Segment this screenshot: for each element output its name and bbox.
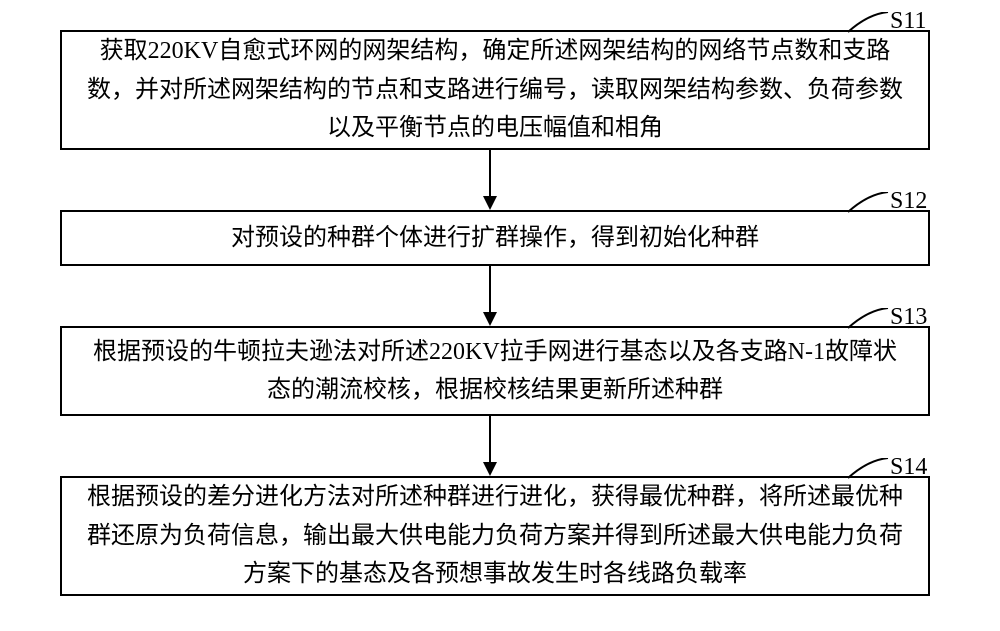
connector-s14 [848, 458, 896, 486]
connector-s13 [848, 308, 896, 336]
arrow-3 [480, 416, 500, 476]
connector-s12 [848, 192, 896, 220]
flowchart-box-s12: 对预设的种群个体进行扩群操作，得到初始化种群 [60, 210, 930, 266]
box-text-s14: 根据预设的差分进化方法对所述种群进行进化，获得最优种群，将所述最优种群还原为负荷… [82, 478, 908, 593]
arrow-2 [480, 266, 500, 326]
connector-s11 [848, 12, 896, 40]
flowchart-container: 获取220KV自愈式环网的网架结构，确定所述网架结构的网络节点数和支路数，并对所… [0, 0, 1000, 631]
box-text-s12: 对预设的种群个体进行扩群操作，得到初始化种群 [231, 219, 759, 257]
arrow-1 [480, 150, 500, 210]
flowchart-box-s11: 获取220KV自愈式环网的网架结构，确定所述网架结构的网络节点数和支路数，并对所… [60, 30, 930, 150]
flowchart-box-s14: 根据预设的差分进化方法对所述种群进行进化，获得最优种群，将所述最优种群还原为负荷… [60, 476, 930, 596]
flowchart-box-s13: 根据预设的牛顿拉夫逊法对所述220KV拉手网进行基态以及各支路N-1故障状态的潮… [60, 326, 930, 416]
box-text-s13: 根据预设的牛顿拉夫逊法对所述220KV拉手网进行基态以及各支路N-1故障状态的潮… [82, 333, 908, 410]
box-text-s11: 获取220KV自愈式环网的网架结构，确定所述网架结构的网络节点数和支路数，并对所… [82, 32, 908, 147]
